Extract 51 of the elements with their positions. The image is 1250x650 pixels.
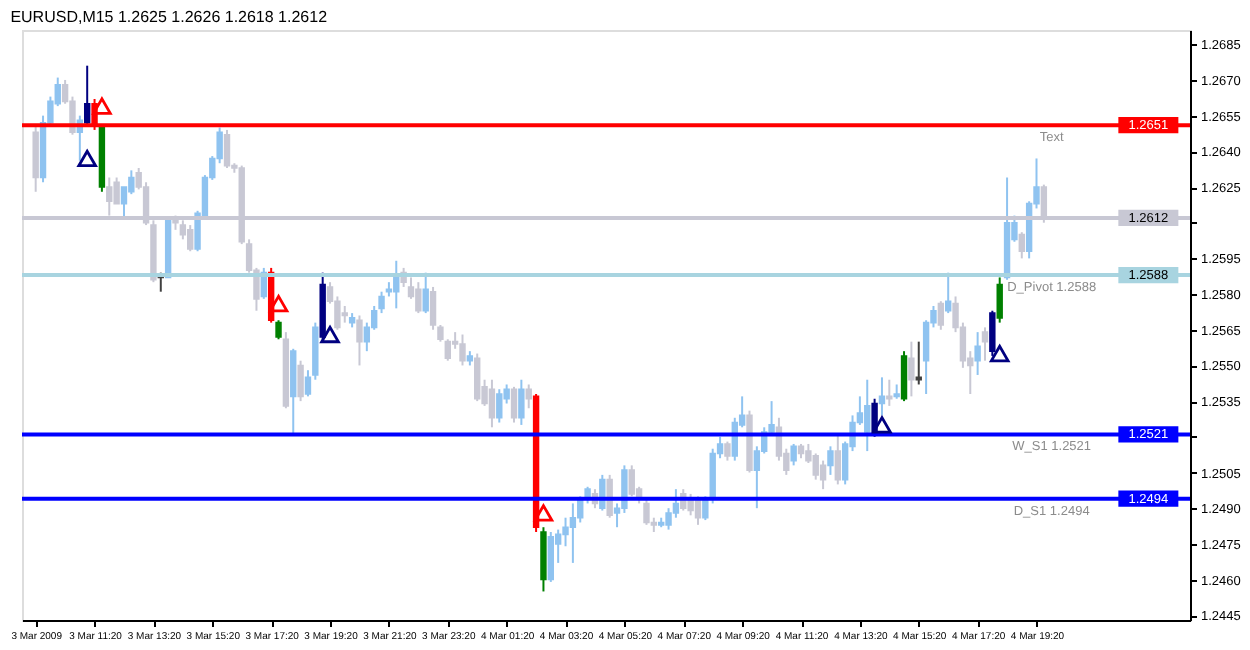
candlestick (223, 128, 231, 169)
point (92, 97, 112, 115)
point (989, 344, 1010, 363)
candlestick (915, 340, 922, 386)
candlestick (790, 442, 797, 467)
candlestick (908, 340, 915, 398)
candlestick (996, 276, 1003, 324)
candlestick (819, 459, 827, 491)
candlestick (518, 378, 525, 426)
candlestick (827, 445, 834, 476)
candlestick (187, 224, 194, 253)
candlestick (900, 350, 908, 403)
candlestick (878, 376, 886, 417)
candlestick (1018, 231, 1025, 260)
candlestick (974, 331, 981, 376)
candlestick (724, 440, 731, 462)
candlestick (393, 259, 400, 310)
candlestick (297, 359, 304, 403)
candlestick (488, 378, 496, 429)
candlestick (569, 502, 577, 564)
candlestick (812, 452, 819, 481)
candlestick (981, 326, 989, 362)
candlestick (415, 281, 422, 315)
candlestick (32, 124, 39, 193)
candlestick (83, 64, 91, 127)
point (268, 294, 289, 313)
chart-title: EURUSD,M15 1.2625 1.2626 1.2618 1.2612 (10, 8, 329, 26)
candlestick (864, 378, 871, 453)
candlestick (937, 300, 945, 331)
candlestick (525, 383, 532, 410)
candlestick (459, 333, 466, 367)
candlestick (356, 314, 363, 367)
candlestick (540, 526, 547, 593)
candlestick (643, 497, 650, 526)
point (320, 325, 340, 344)
candlestick (547, 530, 555, 583)
candlestick (422, 271, 429, 315)
candlestick (628, 464, 635, 498)
point (533, 504, 554, 522)
candlestick (290, 347, 297, 436)
candlestick (275, 319, 282, 341)
point (77, 149, 97, 168)
candlestick (128, 169, 135, 196)
point (872, 416, 892, 434)
candlestick (599, 473, 606, 512)
candlestick (510, 385, 518, 424)
candlestick (944, 271, 952, 315)
candlestick (496, 388, 503, 424)
candlestick (834, 433, 842, 486)
candlestick (886, 378, 893, 407)
candlestick (474, 352, 481, 403)
